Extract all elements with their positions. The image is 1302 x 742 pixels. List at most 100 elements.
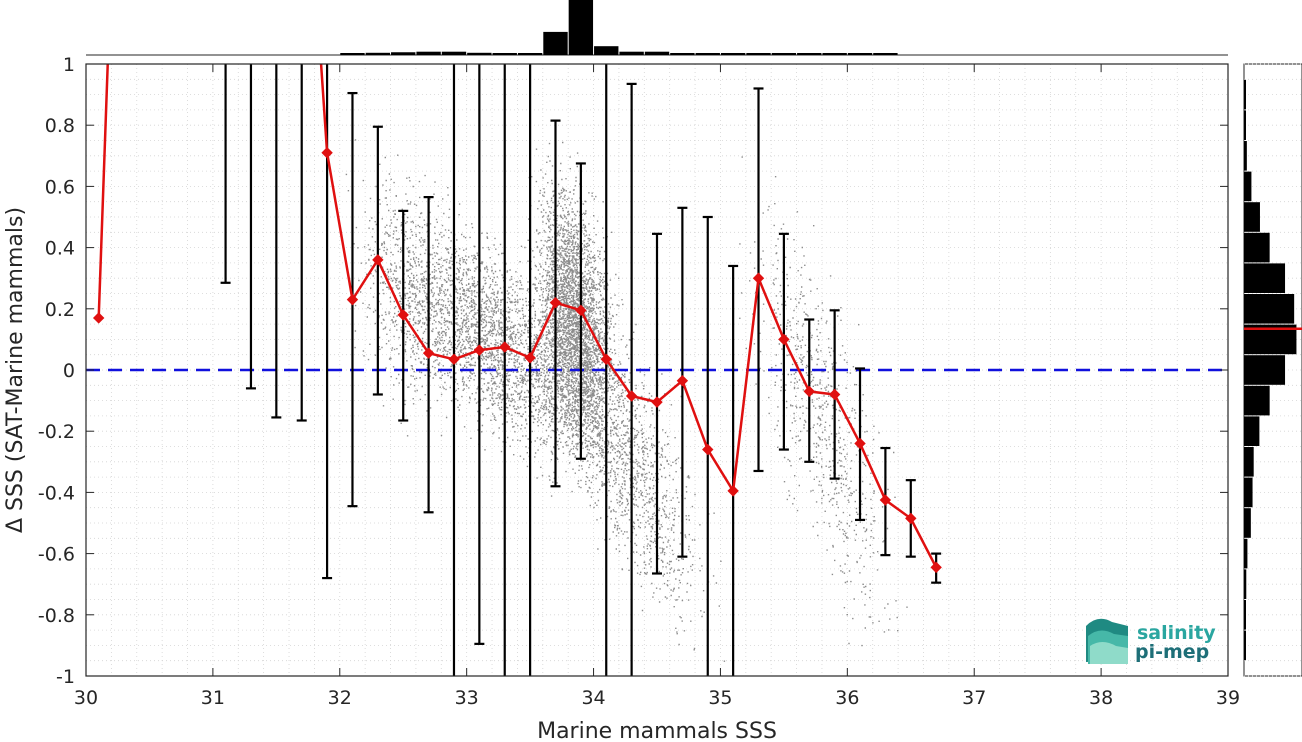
top-histogram-bar (771, 53, 797, 55)
axis-ticks (85, 63, 1229, 677)
binned-mean-markers (92, 147, 942, 574)
y-tick-labels: -1 -0.8 -0.6 -0.4 -0.2 0 0.2 0.4 0.6 0.8 1 (38, 54, 75, 688)
mean-marker (702, 443, 714, 456)
mean-marker (727, 485, 739, 497)
right-histogram-bars (1244, 79, 1297, 661)
right-histogram-bar (1244, 600, 1246, 630)
right-histogram-bar (1244, 447, 1254, 477)
x-tick-label: 30 (74, 687, 98, 709)
y-tick-label: 1 (63, 54, 75, 76)
mean-marker (422, 347, 435, 359)
mean-marker (854, 437, 866, 450)
top-histogram-bar (746, 53, 771, 55)
top-histogram-bars (340, 0, 898, 55)
top-histogram-bar (720, 53, 746, 55)
x-tick-label: 39 (1216, 687, 1240, 709)
x-tick-label: 31 (201, 687, 225, 709)
salinity-pi-mep-logo: salinity pi-mep (1086, 618, 1216, 664)
top-histogram-bar (492, 53, 517, 55)
logo-line2: pi-mep (1135, 641, 1209, 663)
mean-marker (575, 304, 587, 317)
main-plot: 30 31 32 33 34 35 36 37 38 39 -1 -0.8 -0.6 -0.4 -0.2 0… (38, 54, 1240, 709)
mean-marker (828, 388, 841, 401)
mean-marker (879, 494, 892, 506)
right-histogram-bar (1244, 538, 1248, 569)
mean-marker (92, 312, 105, 324)
right-histogram-bar (1244, 171, 1252, 202)
top-histogram-bar (619, 51, 644, 55)
top-histogram-bar (467, 52, 492, 55)
y-tick-label: -0.6 (38, 544, 75, 566)
top-histogram-bar (391, 52, 416, 55)
y-tick-label: 0.6 (45, 176, 75, 198)
top-histogram-bar (568, 0, 594, 55)
right-histogram-bar (1244, 202, 1260, 232)
right-histogram-bar (1244, 477, 1253, 508)
right-histogram-bar (1244, 385, 1270, 416)
mean-marker (930, 561, 942, 574)
right-histogram-bar (1244, 416, 1260, 446)
top-histogram-bar (847, 53, 873, 55)
mean-marker (321, 147, 333, 159)
y-tick-label: -0.2 (38, 421, 75, 443)
top-histogram-bar (517, 53, 543, 55)
top-histogram-bar (365, 52, 391, 55)
right-histogram-bar (1244, 508, 1251, 538)
x-tick-label: 38 (1089, 687, 1113, 709)
right-histogram-bar (1244, 355, 1286, 385)
right-histogram-grid (1244, 63, 1302, 677)
x-axis-title: Marine mammals SSS (537, 719, 777, 742)
logo-wave-icon (1086, 618, 1128, 664)
top-histogram-bar (416, 51, 441, 55)
mean-marker (625, 390, 638, 402)
mean-marker (524, 352, 536, 364)
top-histogram-bar (543, 31, 568, 55)
right-histogram-bar (1244, 79, 1246, 110)
top-histogram-bar (441, 51, 467, 55)
y-tick-label: -1 (56, 666, 75, 688)
scatter-points (345, 139, 908, 662)
mean-marker (397, 309, 409, 321)
scatter-point-cloud (345, 139, 908, 662)
y-tick-label: 0.8 (45, 115, 75, 137)
x-tick-label: 37 (962, 687, 986, 709)
top-histogram-bar (670, 53, 695, 55)
mean-marker (600, 353, 612, 365)
right-histogram-bar (1244, 141, 1247, 171)
mean-marker (372, 254, 384, 266)
x-tick-label: 32 (328, 687, 352, 709)
y-axis-title: Δ SSS (SAT-Marine mammals) (3, 207, 28, 533)
y-tick-label: -0.8 (38, 605, 75, 627)
mean-marker (499, 341, 511, 353)
top-histogram-bar (822, 53, 847, 55)
top-histogram-bar (594, 46, 619, 55)
right-histogram-bar (1244, 232, 1270, 263)
top-histogram-bar (797, 53, 822, 55)
right-histogram-bar (1244, 110, 1246, 140)
mean-marker (549, 296, 562, 309)
mean-marker (473, 344, 486, 356)
top-histogram-bar (644, 51, 670, 55)
mean-marker (905, 512, 917, 525)
right-histogram (1243, 63, 1302, 677)
logo-line1: salinity (1137, 622, 1216, 644)
y-tick-label: 0.2 (45, 299, 75, 321)
top-histogram (86, 0, 1228, 56)
y-tick-label: 0.4 (45, 238, 75, 260)
right-histogram-bar (1244, 630, 1246, 661)
x-tick-label: 35 (708, 687, 732, 709)
mean-marker (651, 396, 663, 408)
mean-marker (803, 385, 815, 398)
x-tick-label: 34 (581, 687, 605, 709)
top-histogram-bar (340, 53, 365, 55)
x-tick-label: 36 (835, 687, 859, 709)
y-tick-label: -0.4 (38, 482, 75, 504)
x-tick-label: 33 (455, 687, 479, 709)
right-histogram-bar (1244, 569, 1247, 599)
mean-marker (448, 353, 460, 365)
mean-marker (346, 293, 359, 306)
right-histogram-bar (1244, 294, 1295, 324)
right-histogram-bar (1244, 263, 1286, 293)
mean-marker (676, 375, 689, 387)
